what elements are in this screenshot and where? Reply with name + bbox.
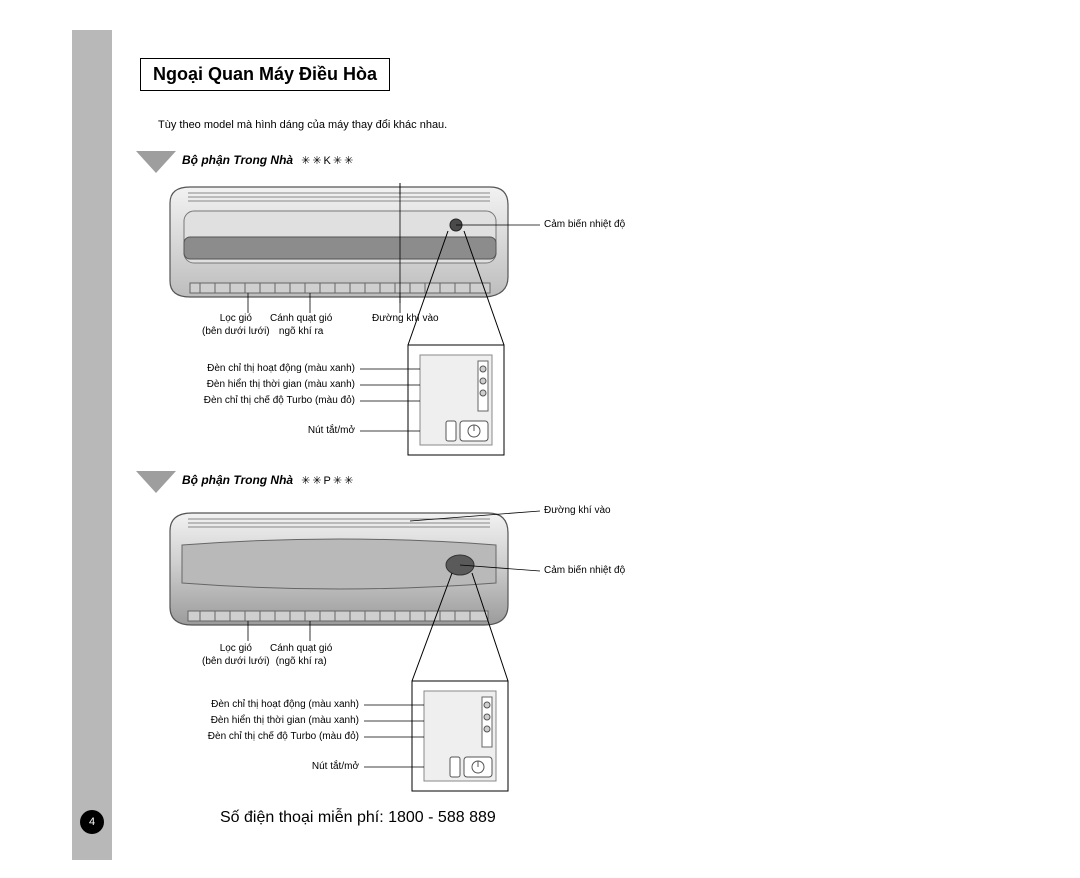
u1-fan-blade-text: Cánh quạt gió	[270, 313, 332, 324]
content-area: Ngoại Quan Máy Điều Hòa Tùy theo model m…	[140, 58, 910, 827]
u2-led-turbo-label: Đèn chỉ thị chế độ Turbo (màu đỏ)	[184, 731, 359, 744]
u2-temp-sensor-label: Cảm biến nhiệt độ	[544, 565, 625, 578]
u1-air-in-label: Đường khí vào	[372, 313, 439, 326]
section2-model: ✳✳P✳✳	[301, 475, 355, 487]
u1-temp-sensor-label: Cảm biến nhiệt độ	[544, 219, 625, 232]
u2-filter-label: Lọc gió (bên dưới lưới)	[202, 643, 270, 668]
intro-text: Tùy theo model mà hình dáng của máy thay…	[158, 119, 910, 131]
section-marker-triangle	[136, 151, 176, 173]
u2-fan-blade-sub: (ngõ khí ra)	[276, 656, 327, 667]
section1-heading-text: Bộ phận Trong Nhà	[182, 153, 293, 167]
section2-header: Bộ phận Trong Nhà ✳✳P✳✳	[136, 471, 910, 489]
u1-led-op-label: Đèn chỉ thị hoạt động (màu xanh)	[180, 363, 355, 376]
unit1-diagram-block: Cảm biến nhiệt độ Đường khí vào Cánh quạ…	[140, 177, 840, 467]
section-marker-triangle	[136, 471, 176, 493]
section2-heading-text: Bộ phận Trong Nhà	[182, 473, 293, 487]
u1-fan-blade-label: Cánh quạt gió ngõ khí ra	[270, 313, 332, 338]
page: 4 Ngoại Quan Máy Điều Hòa Tùy theo model…	[0, 0, 1080, 878]
u2-onoff-label: Nút tắt/mở	[184, 761, 359, 774]
side-tab-column	[72, 30, 112, 860]
u1-led-turbo-label: Đèn chỉ thị chế độ Turbo (màu đỏ)	[180, 395, 355, 408]
u2-filter-text: Lọc gió	[220, 643, 252, 654]
u2-led-op-label: Đèn chỉ thị hoạt động (màu xanh)	[184, 699, 359, 712]
section1-header: Bộ phận Trong Nhà ✳✳K✳✳	[136, 151, 910, 169]
u1-led-timer-label: Đèn hiển thị thời gian (màu xanh)	[180, 379, 355, 392]
section1-model: ✳✳K✳✳	[301, 155, 355, 167]
u1-filter-label: Lọc gió (bên dưới lưới)	[202, 313, 270, 338]
unit2-diagram-block: Đường khí vào Cảm biến nhiệt độ Cánh quạ…	[140, 497, 840, 797]
phone-line: Số điện thoại miễn phí: 1800 - 588 889	[220, 809, 910, 827]
u2-air-in-label: Đường khí vào	[544, 505, 611, 518]
u1-fan-blade-sub: ngõ khí ra	[279, 326, 323, 337]
u2-fan-blade-text: Cánh quạt gió	[270, 643, 332, 654]
page-title: Ngoại Quan Máy Điều Hòa	[140, 58, 390, 91]
u2-led-timer-label: Đèn hiển thị thời gian (màu xanh)	[184, 715, 359, 728]
page-number-badge: 4	[80, 810, 104, 834]
u2-filter-sub: (bên dưới lưới)	[202, 656, 270, 667]
u2-fan-blade-label: Cánh quạt gió (ngõ khí ra)	[270, 643, 332, 668]
u1-filter-sub: (bên dưới lưới)	[202, 326, 270, 337]
u1-filter-text: Lọc gió	[220, 313, 252, 324]
u1-onoff-label: Nút tắt/mở	[180, 425, 355, 438]
